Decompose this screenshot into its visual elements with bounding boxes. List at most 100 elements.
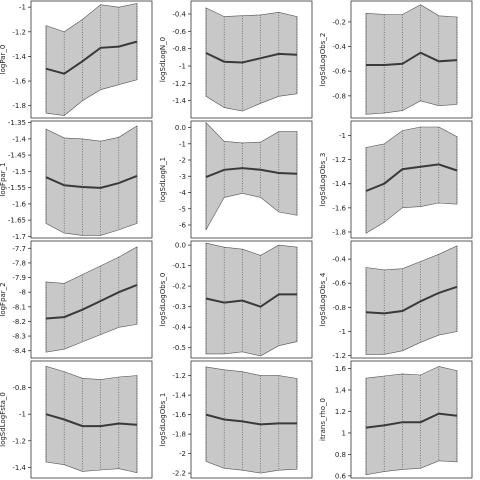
- mean-line: [205, 52, 298, 64]
- y-tick-label: -8.1: [12, 303, 26, 311]
- y-tick-label: -1.4: [172, 392, 186, 400]
- y-tick-label: -1.2: [12, 28, 26, 36]
- y-tick-label: -0.8: [332, 304, 346, 312]
- y-tick-label: -1.8: [12, 102, 26, 110]
- y-tick-label: -2: [179, 450, 186, 458]
- panel-logSdLogN_0: -0.4 -0.6 -0.8 -1 -1.2 -1.4 logSdLogN_0: [159, 0, 313, 119]
- mean-line: [45, 40, 138, 75]
- interval-band: [365, 245, 458, 355]
- y-tick-label: -3: [179, 173, 186, 181]
- y-axis-label: logSdLogObs_2: [319, 33, 327, 87]
- mean-line: [205, 167, 298, 179]
- mean-line: [365, 285, 458, 315]
- y-axis-label: logPar_0: [0, 45, 7, 75]
- y-tick-label: -2.2: [172, 470, 186, 478]
- y-tick-label: -4: [179, 189, 187, 197]
- y-axis-label: logSdLogObs_4: [319, 272, 327, 326]
- y-tick-label: 1.6: [335, 365, 347, 373]
- y-tick-label: -1: [339, 328, 346, 336]
- interval-band: [205, 121, 298, 232]
- mean-line: [45, 283, 138, 320]
- y-tick-label: -0.6: [332, 68, 346, 76]
- panel-logSdLogObs_0: 0.0 -0.1 -0.2 -0.3 -0.4 -0.5 logSdLogObs_0: [159, 240, 313, 359]
- y-tick-label: -1.4: [12, 53, 26, 61]
- panel-logSdLogObs_1: -1.2 -1.4 -1.6 -1.8 -2 -2.2 logSdLogObs_1: [159, 360, 313, 479]
- panel-logFpar_2: -7.7 -7.8 -7.9 -8 -8.1 -8.2 -8.3 -8.4 logFpar_2: [0, 240, 153, 359]
- y-axis-label: logSdLogObs_1: [159, 393, 167, 447]
- y-tick-label: -1: [19, 411, 26, 419]
- interval-band: [205, 366, 298, 474]
- y-tick-label: -1.4: [332, 180, 346, 188]
- y-tick-label: -8.2: [12, 318, 26, 326]
- y-axis-label: logFpar_2: [0, 282, 7, 316]
- y-tick-label: -6: [179, 222, 187, 230]
- mean-line: [205, 413, 297, 426]
- y-tick-label: -1.7: [12, 233, 26, 241]
- y-tick-label: -2: [179, 157, 186, 165]
- y-tick-label: -8.4: [12, 347, 26, 355]
- y-tick-label: -1.65: [8, 217, 26, 225]
- mean-line: [45, 174, 138, 189]
- y-tick-label: -5: [179, 205, 186, 213]
- y-tick-label: -1.55: [8, 184, 26, 192]
- y-tick-label: -0.8: [332, 92, 346, 100]
- panel-logSdLogN_1: 0.0 -1 -2 -3 -4 -5 -6 logSdLogN_1: [159, 120, 313, 239]
- y-tick-label: -1.8: [172, 431, 186, 439]
- panel-logPar_0: -1 -1.2 -1.4 -1.6 -1.8 logPar_0: [0, 0, 153, 119]
- y-tick-label: 0.6: [335, 472, 347, 480]
- y-axis-label: logSdLogObs_3: [319, 153, 327, 207]
- y-tick-label: -1.6: [12, 78, 26, 86]
- mean-line: [365, 412, 458, 429]
- y-axis-label: logFpar_1: [0, 162, 7, 196]
- y-tick-label: -0.6: [172, 28, 186, 36]
- y-tick-label: -1.2: [332, 352, 346, 360]
- interval-band: [205, 242, 298, 357]
- interval-band: [365, 4, 458, 115]
- y-tick-label: -0.5: [172, 344, 186, 352]
- y-tick-label: -1.5: [12, 168, 26, 176]
- y-tick-label: -1.4: [172, 97, 186, 105]
- panel-logSdLogObs_2: -0.2 -0.4 -0.6 -0.8 logSdLogObs_2: [319, 0, 473, 119]
- y-tick-label: -0.8: [12, 384, 26, 392]
- y-tick-label: -7.7: [12, 245, 26, 253]
- y-tick-label: -1.4: [12, 464, 26, 472]
- y-tick-label: -1.2: [12, 437, 26, 445]
- panel-itrans_rho_0: 1.6 1.4 1.2 1 0.8 0.6 itrans_rho_0: [319, 360, 473, 480]
- y-tick-label: -1.6: [172, 411, 186, 419]
- y-axis-label: logSdLogObs_0: [159, 273, 167, 327]
- y-axis-label: logSdLogN_0: [159, 37, 167, 82]
- interval-band: [365, 366, 458, 476]
- panel-logSdLogObs_3: -1 -1.2 -1.4 -1.6 -1.8 logSdLogObs_3: [319, 120, 473, 239]
- y-tick-label: -0.1: [172, 262, 186, 270]
- y-tick-label: -0.6: [332, 280, 346, 288]
- y-tick-label: -0.4: [172, 11, 186, 19]
- y-axis-label: itrans_rho_0: [319, 398, 327, 441]
- y-tick-label: -1: [179, 63, 186, 71]
- y-tick-label: -1: [339, 132, 346, 140]
- mean-line: [205, 293, 297, 308]
- y-tick-label: -1.45: [8, 152, 26, 160]
- mean-line: [366, 51, 458, 66]
- y-tick-label: -1.2: [332, 156, 346, 164]
- y-tick-label: -0.2: [172, 283, 186, 291]
- y-tick-label: -1.4: [12, 135, 26, 143]
- y-tick-label: -1.8: [332, 228, 346, 236]
- y-tick-label: -8: [19, 289, 26, 297]
- y-tick-label: 0.8: [335, 451, 346, 459]
- interval-band: [45, 365, 138, 474]
- y-tick-label: 1: [342, 429, 346, 437]
- y-tick-label: -7.8: [12, 259, 26, 267]
- y-tick-label: -0.4: [332, 256, 346, 264]
- y-tick-label: -1.35: [8, 119, 26, 127]
- y-tick-label: -0.4: [332, 43, 346, 51]
- y-axis-label: logSdLogFsta_0: [0, 392, 7, 447]
- y-tick-label: -1.6: [12, 200, 26, 208]
- y-tick-label: -1.2: [172, 80, 186, 88]
- y-axis-label: logSdLogN_1: [159, 157, 167, 202]
- y-tick-label: -7.9: [12, 274, 26, 282]
- panel-logSdLogFsta_0: -0.8 -1 -1.2 -1.4 logSdLogFsta_0: [0, 360, 153, 479]
- y-tick-label: -8.3: [12, 333, 26, 341]
- y-tick-label: -0.8: [172, 45, 186, 53]
- mean-line: [45, 413, 138, 428]
